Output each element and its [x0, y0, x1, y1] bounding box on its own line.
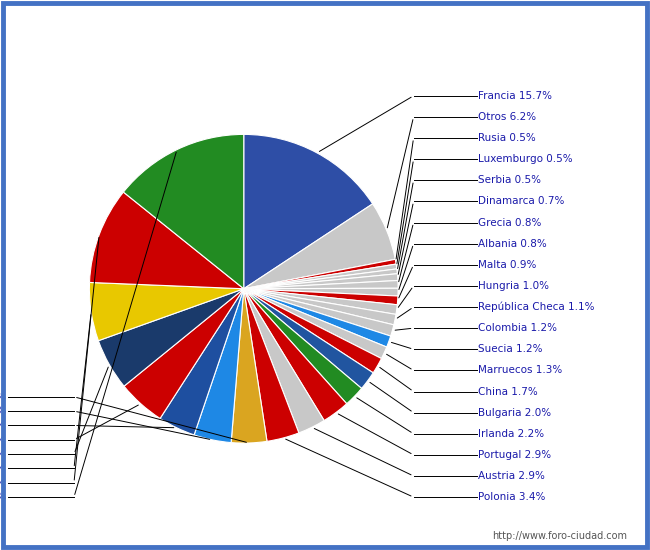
Wedge shape [90, 283, 244, 340]
Wedge shape [244, 289, 387, 359]
Text: Portugal 2.9%: Portugal 2.9% [478, 450, 551, 460]
Wedge shape [244, 269, 397, 289]
Text: República Checa 1.1%: República Checa 1.1% [478, 302, 595, 312]
Text: Bulgaria 2.0%: Bulgaria 2.0% [478, 408, 551, 417]
Text: Marruecos 1.3%: Marruecos 1.3% [478, 365, 563, 376]
Wedge shape [244, 259, 396, 289]
Text: Grecia 0.8%: Grecia 0.8% [478, 218, 541, 228]
Wedge shape [244, 289, 397, 315]
Wedge shape [244, 289, 299, 441]
Text: Austria 2.9%: Austria 2.9% [478, 471, 545, 481]
Wedge shape [244, 289, 361, 404]
Wedge shape [124, 289, 244, 419]
Text: Países Bajos 5.4%: Países Bajos 5.4% [0, 449, 6, 459]
Text: Manises - Turistas extranjeros según país - Julio de 2024: Manises - Turistas extranjeros según paí… [91, 18, 559, 34]
Text: Otros 6.2%: Otros 6.2% [478, 112, 536, 122]
Text: Rusia 0.5%: Rusia 0.5% [478, 133, 536, 143]
Text: http://www.foro-ciudad.com: http://www.foro-ciudad.com [493, 531, 627, 541]
Wedge shape [160, 289, 244, 435]
Text: Rumanía 3.9%: Rumanía 3.9% [0, 406, 6, 416]
Text: Suecia 1.2%: Suecia 1.2% [478, 344, 543, 354]
Text: Polonia 3.4%: Polonia 3.4% [478, 492, 546, 502]
Text: Francia 15.7%: Francia 15.7% [478, 91, 552, 101]
Text: Alemania 6.1%: Alemania 6.1% [0, 464, 6, 474]
Text: EEUU 3.9%: EEUU 3.9% [0, 420, 6, 431]
Wedge shape [231, 289, 267, 443]
Wedge shape [244, 134, 372, 289]
Wedge shape [194, 289, 244, 443]
Wedge shape [244, 289, 382, 373]
Text: Hungria 1.0%: Hungria 1.0% [478, 281, 549, 291]
Wedge shape [244, 289, 391, 347]
Text: Bélgica 3.7%: Bélgica 3.7% [0, 392, 6, 402]
Wedge shape [244, 204, 395, 289]
Text: China 1.7%: China 1.7% [478, 387, 538, 397]
Text: Albania 0.8%: Albania 0.8% [478, 239, 547, 249]
Text: Colombia 1.2%: Colombia 1.2% [478, 323, 557, 333]
Text: Suiza 5.0%: Suiza 5.0% [0, 435, 6, 445]
Wedge shape [244, 264, 396, 289]
Text: Luxemburgo 0.5%: Luxemburgo 0.5% [478, 154, 573, 164]
Wedge shape [90, 192, 244, 289]
Wedge shape [124, 134, 244, 289]
Wedge shape [244, 274, 398, 289]
Wedge shape [244, 288, 398, 296]
Wedge shape [98, 289, 244, 386]
Text: Italia 14.2%: Italia 14.2% [0, 492, 6, 502]
Text: Serbia 0.5%: Serbia 0.5% [478, 175, 541, 185]
Wedge shape [244, 289, 346, 421]
Text: Dinamarca 0.7%: Dinamarca 0.7% [478, 196, 565, 206]
Text: Malta 0.9%: Malta 0.9% [478, 260, 537, 270]
Wedge shape [244, 289, 398, 305]
Text: Irlanda 2.2%: Irlanda 2.2% [478, 429, 545, 439]
Text: Reino Unido 10.1%: Reino Unido 10.1% [0, 478, 6, 488]
Wedge shape [244, 289, 324, 433]
Wedge shape [244, 289, 394, 336]
Wedge shape [244, 289, 396, 325]
Wedge shape [244, 280, 398, 289]
Wedge shape [244, 289, 373, 388]
